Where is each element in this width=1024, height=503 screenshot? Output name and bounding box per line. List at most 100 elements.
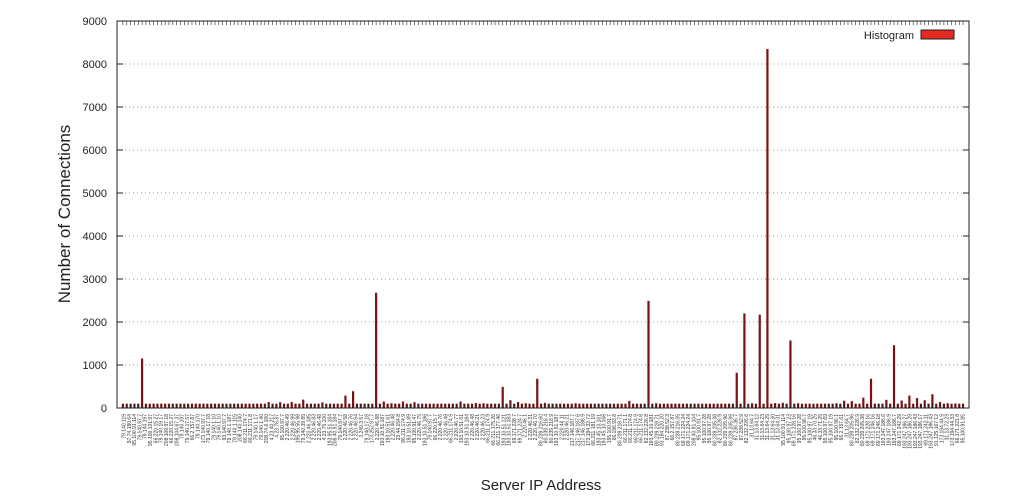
- x-tick-label: 95.100.97.28: [702, 414, 708, 443]
- x-tick-label: 69.171.242.11: [923, 414, 929, 446]
- y-tick-label: 5000: [83, 188, 107, 200]
- x-tick-label: 2.220.46.48: [317, 414, 323, 441]
- x-tick-label: 80.239.216.05: [676, 414, 682, 446]
- x-tick-label: 80.239.205.99: [728, 414, 734, 446]
- x-tick-label: 66.211.174.8: [628, 414, 634, 443]
- x-tick-label: 66.211.174.9: [633, 414, 639, 443]
- x-tick-label: 4.23.75.100: [322, 414, 328, 441]
- bar: [647, 300, 650, 408]
- x-tick-label: 66.2.157.87: [190, 414, 196, 441]
- x-tick-label: 91.125.167.12: [934, 414, 940, 446]
- x-tick-label: 195.100.91.7: [607, 414, 613, 443]
- x-tick-label: 193.247.186.29: [908, 414, 914, 449]
- x-tick-label: 79.140.1.10: [211, 414, 217, 441]
- x-tick-label: 195.95.55.98: [296, 414, 302, 443]
- x-tick-label: 79.140.197: [180, 414, 186, 439]
- x-tick-label: 79.140.1.10: [217, 414, 223, 441]
- x-tick-label: 2.220.46.1: [523, 414, 529, 438]
- x-tick-label: 95.100.97.28: [707, 414, 713, 443]
- bar: [352, 391, 355, 408]
- x-tick-label: 208.104.67.37: [174, 414, 180, 446]
- x-tick-label: 80.239.205.96: [723, 414, 729, 446]
- x-tick-label: 95.100.91.85: [960, 414, 966, 443]
- y-tick-label: 6000: [83, 145, 107, 157]
- x-tick-label: 193.10.51.61: [459, 414, 465, 443]
- x-tick-label: 193.10.51.187: [554, 414, 560, 446]
- x-tick-label: 95.100.97.19: [828, 414, 834, 443]
- x-tick-label: 79.140.1.115: [232, 414, 238, 443]
- x-tick-label: 80.239.216.60: [538, 414, 544, 446]
- x-tick-label: 193.10.51.187: [380, 414, 386, 446]
- x-tick-label: 79.140.97.7: [137, 414, 143, 441]
- x-tick-label: 79.140.170: [195, 414, 201, 439]
- x-tick-label: 79.140.197: [143, 414, 149, 439]
- x-tick-label: 95.100.91.114: [781, 414, 787, 446]
- x-tick-label: 46.33.71.25: [818, 414, 824, 441]
- x-tick-label: 95.100.91.47: [412, 414, 418, 443]
- x-tick-label: 31.13.64.7: [749, 414, 755, 438]
- y-tick-label: 0: [101, 403, 107, 415]
- legend-swatch: [920, 29, 955, 40]
- x-tick-label: 208.40.91.184: [333, 414, 339, 446]
- x-tick-label: 31.13.64.12: [755, 414, 761, 441]
- x-tick-label: 2.220.46.70: [533, 414, 539, 441]
- x-tick-label: 86.211.174.9: [401, 414, 407, 443]
- x-tick-label: 173.194.32.72: [586, 414, 592, 446]
- x-tick-label: 66.211.174.9: [449, 414, 455, 443]
- x-tick-label: 2.220.46.88: [375, 414, 381, 441]
- x-tick-label: 208.140.140: [238, 414, 244, 442]
- x-tick-label: 80.239.205.38: [712, 414, 718, 446]
- x-tick-label: 95.100.91.114: [132, 414, 138, 446]
- bar: [869, 378, 873, 408]
- bar: [302, 399, 305, 408]
- x-tick-label: 79.140.39.85: [301, 414, 307, 443]
- x-tick-label: 69.171.224.7: [517, 414, 523, 443]
- x-tick-label: 66.2.157.87: [670, 414, 676, 441]
- bar: [766, 48, 769, 408]
- x-tick-label: 2.220.46.75: [417, 414, 423, 441]
- x-tick-label: 23.44.154.8: [396, 414, 402, 441]
- x-tick-label: 79.140.119: [122, 414, 128, 439]
- x-tick-label: 95.100.96.1: [834, 414, 840, 441]
- y-tick-label: 9000: [83, 16, 107, 28]
- x-tick-label: 79.140.1.17: [254, 414, 260, 441]
- x-tick-label: 95.100.97.28: [797, 414, 803, 443]
- x-tick-label: 82.132.226.6: [744, 414, 750, 443]
- x-tick-label: 3.249.3.57: [359, 414, 365, 438]
- x-tick-label: 31.13.64.25: [765, 414, 771, 441]
- y-tick-label: 3000: [83, 274, 107, 286]
- x-tick-label: 93.184.220.20: [660, 414, 666, 446]
- x-tick-label: 95.100.91.7: [697, 414, 703, 441]
- bar: [536, 378, 539, 408]
- bar: [735, 372, 738, 408]
- x-tick-label: 66.220.15.27: [153, 414, 159, 443]
- x-tick-label: 80.239.205.38: [860, 414, 866, 446]
- x-tick-label: 2.220.46.21: [565, 414, 571, 441]
- x-tick-label: 69.171.228.16: [865, 414, 871, 446]
- y-axis-label: Number of Connections: [55, 125, 74, 304]
- y-tick-label: 7000: [83, 102, 107, 114]
- x-tick-label: 208.40.91.104: [691, 414, 697, 446]
- x-tick-label: 2.220.46.54: [354, 414, 360, 441]
- x-tick-label: 69.171.242.29: [897, 414, 903, 446]
- x-tick-label: 2.220.46.11: [559, 414, 565, 440]
- x-axis-label: Server IP Address: [481, 477, 602, 494]
- bar: [789, 340, 792, 408]
- x-tick-label: 193.247.186.9: [887, 414, 893, 446]
- legend-label: Histogram: [864, 30, 914, 42]
- x-tick-label: 66.211.174.7: [243, 414, 249, 443]
- x-tick-label: 193.10.51.121: [501, 414, 507, 446]
- y-tick-label: 8000: [83, 59, 107, 71]
- x-tick-label: 193.10.51.184: [465, 414, 471, 446]
- y-tick-label: 4000: [83, 231, 107, 243]
- x-tick-label: 93.140.97.7: [222, 414, 228, 441]
- x-tick-label: 31.13.64.31: [776, 414, 782, 441]
- x-tick-label: 193.45.10.161: [596, 414, 602, 446]
- x-axis: [122, 21, 964, 408]
- x-tick-label: 79.140.17.18: [206, 414, 212, 443]
- x-tick-label: 193.10.51.89: [406, 414, 412, 443]
- x-tick-label: 66.171.221.8: [955, 414, 961, 443]
- x-tick-label: 69.171.246.18: [876, 414, 882, 446]
- x-tick-label: 66.211.174.9: [486, 414, 492, 443]
